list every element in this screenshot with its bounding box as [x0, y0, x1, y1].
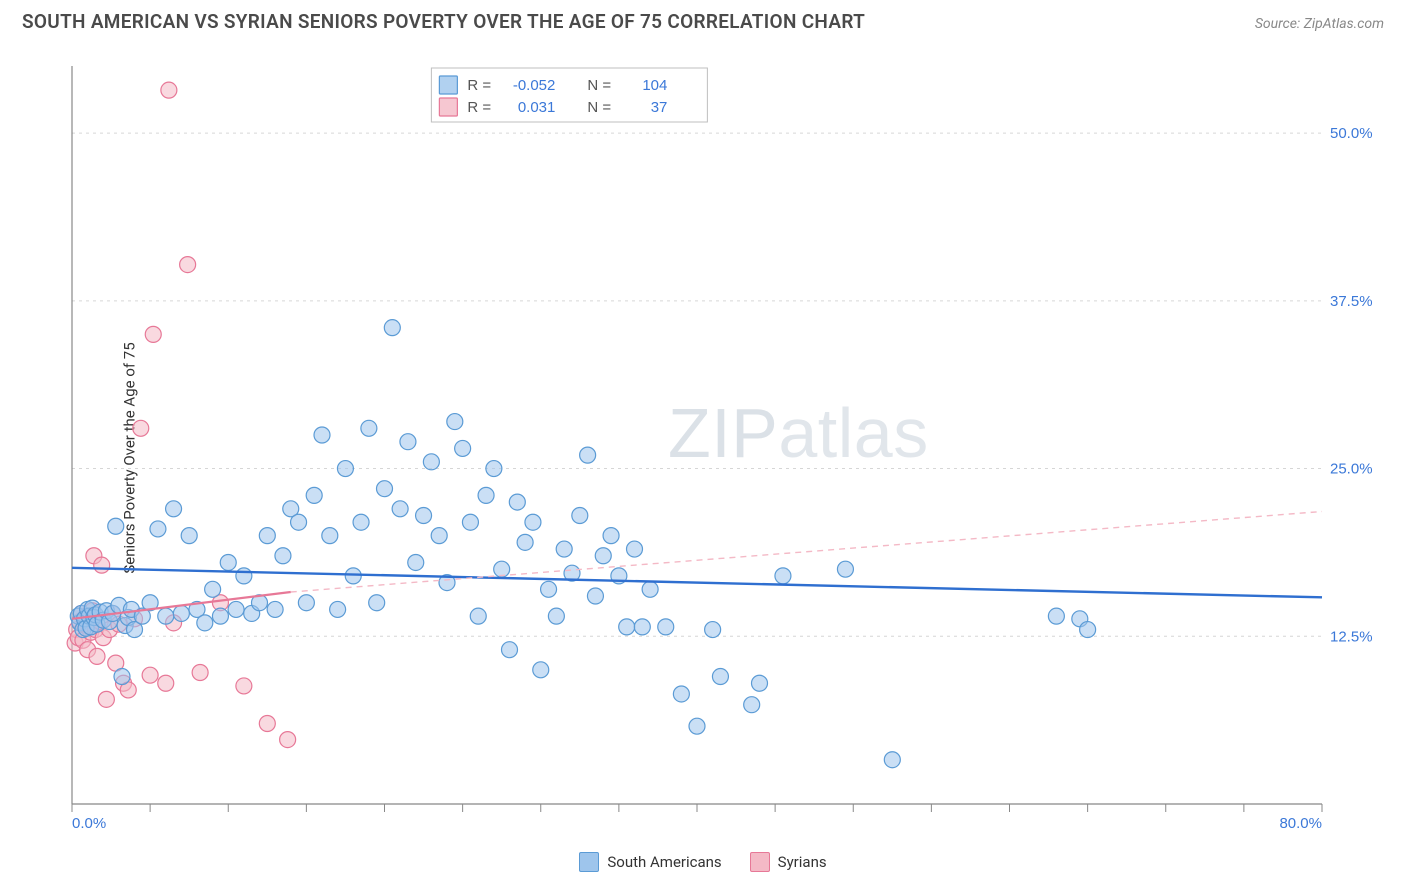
svg-text:-0.052: -0.052 — [513, 77, 556, 94]
chart-area: Seniors Poverty Over the Age of 75 12.5%… — [22, 46, 1384, 870]
svg-text:0.0%: 0.0% — [72, 815, 106, 832]
legend-swatch — [750, 852, 770, 872]
svg-text:12.5%: 12.5% — [1330, 628, 1373, 645]
scatter-plot: 12.5% 25.0% 37.5% 50.0% 0.0% 80.0% R = -0.052 N … — [60, 54, 1384, 844]
legend-item: South Americans — [579, 852, 721, 872]
svg-text:N =: N = — [587, 77, 611, 94]
svg-text:R =: R = — [467, 77, 491, 94]
svg-text:37.5%: 37.5% — [1330, 293, 1373, 310]
legend-label: South Americans — [607, 853, 721, 871]
svg-text:37: 37 — [651, 99, 668, 116]
svg-text:80.0%: 80.0% — [1279, 815, 1322, 832]
source-label: Source: ZipAtlas.com — [1255, 16, 1384, 32]
svg-text:104: 104 — [642, 77, 667, 94]
legend-bottom: South Americans Syrians — [22, 852, 1384, 872]
legend-label: Syrians — [778, 853, 827, 871]
svg-text:N =: N = — [587, 99, 611, 116]
legend-item: Syrians — [750, 852, 827, 872]
svg-text:25.0%: 25.0% — [1330, 461, 1373, 478]
svg-text:50.0%: 50.0% — [1330, 125, 1373, 142]
svg-text:R =: R = — [467, 99, 491, 116]
svg-text:0.031: 0.031 — [518, 99, 556, 116]
header: SOUTH AMERICAN VS SYRIAN SENIORS POVERTY… — [0, 0, 1406, 39]
legend-swatch — [579, 852, 599, 872]
chart-title: SOUTH AMERICAN VS SYRIAN SENIORS POVERTY… — [22, 10, 865, 33]
